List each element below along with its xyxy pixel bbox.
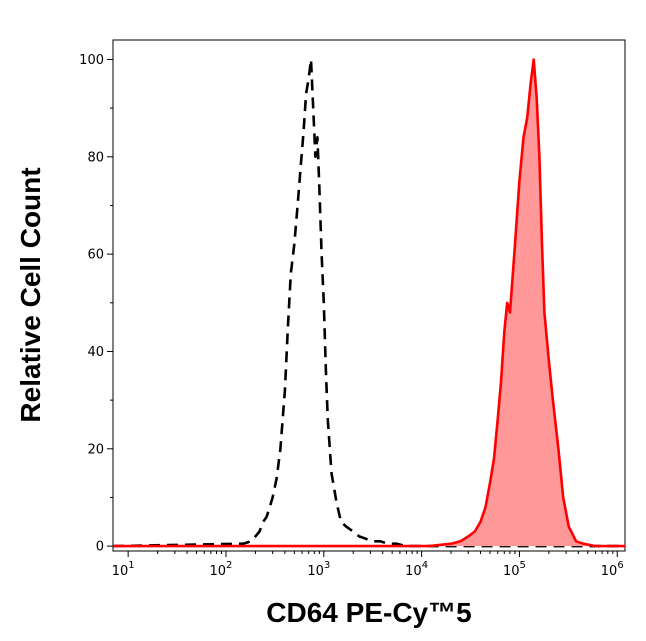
y-tick-label: 40: [87, 345, 104, 360]
x-tick-label: 101: [112, 560, 135, 579]
series-1-line: [113, 58, 625, 548]
plot-frame: [112, 39, 626, 552]
y-tick-label: 80: [87, 150, 104, 165]
y-tick-label: 20: [87, 442, 104, 457]
x-tick-label: 104: [405, 560, 428, 579]
series-layer: [112, 58, 625, 548]
x-tick-label: 103: [307, 560, 330, 579]
x-axis-title: CD64 PE-Cy™5: [266, 597, 471, 628]
y-tick-label: 100: [79, 53, 104, 68]
x-tick-label: 106: [601, 560, 624, 579]
y-tick-label: 60: [87, 248, 104, 263]
x-axis: 101 102 103 104 105 106: [112, 551, 624, 579]
x-tick-label: 102: [210, 560, 233, 579]
y-axis: 0 20 40 60 80 100: [79, 53, 113, 555]
x-tick-label: 105: [503, 560, 526, 579]
series-1-area: [113, 59, 625, 547]
y-axis-title: Relative Cell Count: [15, 167, 46, 422]
y-tick-label: 0: [96, 540, 104, 555]
